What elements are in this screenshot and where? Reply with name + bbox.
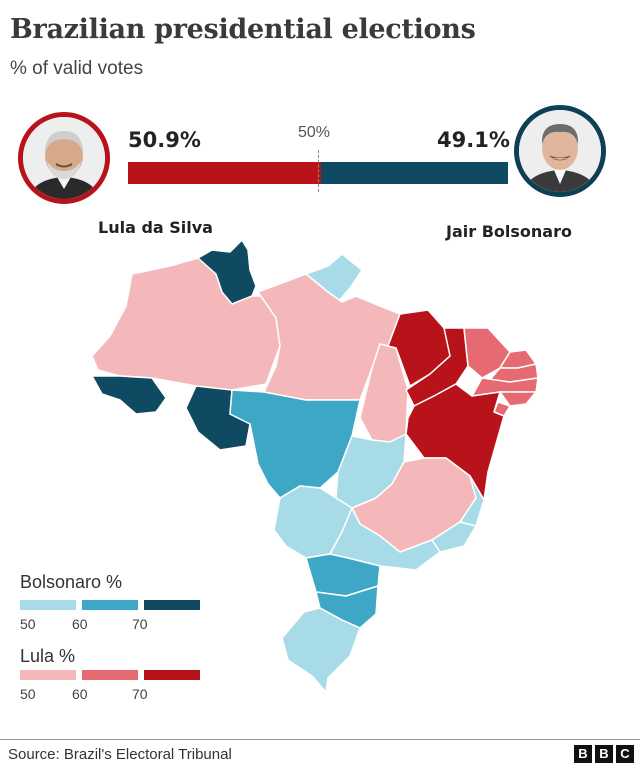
legend-bolsonaro-tick-70: 70	[132, 616, 148, 632]
legend-bolsonaro-tick-50: 50	[20, 616, 36, 632]
bbc-logo-letter-c: C	[616, 745, 634, 763]
legend-lula-tick-50: 50	[20, 686, 36, 702]
legend-title-bolsonaro: Bolsonaro %	[20, 572, 123, 592]
legend-lula-tick-60: 60	[72, 686, 88, 702]
state-rio-grande-do-sul[interactable]	[281, 607, 361, 693]
legend-lula-swatch-70	[144, 670, 200, 680]
bolsonaro-name: Jair Bolsonaro	[446, 222, 572, 241]
bolsonaro-portrait	[514, 105, 606, 197]
bbc-logo-letter-b1: B	[574, 745, 592, 763]
state-roraima[interactable]	[197, 239, 257, 305]
lula-share-segment	[128, 162, 322, 184]
chart-title: Brazilian presidential elections	[10, 14, 476, 45]
footer-divider	[0, 739, 640, 740]
brazil-map	[91, 239, 539, 693]
legend-bolsonaro-swatch-70	[144, 600, 200, 610]
lula-portrait	[18, 112, 110, 204]
legend-lula-swatch-60	[82, 670, 138, 680]
chart-subtitle: % of valid votes	[10, 58, 144, 79]
bbc-logo: B B C	[574, 745, 634, 763]
lula-portrait-icon	[23, 117, 105, 199]
legend-bolsonaro-swatch-50	[20, 600, 76, 610]
legend-title-lula: Lula %	[20, 646, 76, 666]
midline-marker	[318, 150, 319, 192]
bolsonaro-share-segment	[321, 162, 508, 184]
bbc-logo-letter-b2: B	[595, 745, 613, 763]
state-alagoas[interactable]	[499, 391, 537, 407]
bolsonaro-percentage: 49.1%	[437, 128, 510, 152]
vote-share-bar	[128, 162, 508, 184]
lula-name: Lula da Silva	[98, 218, 213, 237]
legend-lula-swatch-50	[20, 670, 76, 680]
legend-bolsonaro-tick-60: 60	[72, 616, 88, 632]
lula-percentage: 50.9%	[128, 128, 201, 152]
legend-bolsonaro-swatch-60	[82, 600, 138, 610]
legend-lula-tick-70: 70	[132, 686, 148, 702]
state-bahia[interactable]	[405, 383, 505, 501]
midline-label: 50%	[298, 124, 331, 141]
bolsonaro-portrait-icon	[519, 110, 601, 192]
state-acre[interactable]	[91, 375, 167, 415]
source-note: Source: Brazil's Electoral Tribunal	[8, 746, 232, 763]
